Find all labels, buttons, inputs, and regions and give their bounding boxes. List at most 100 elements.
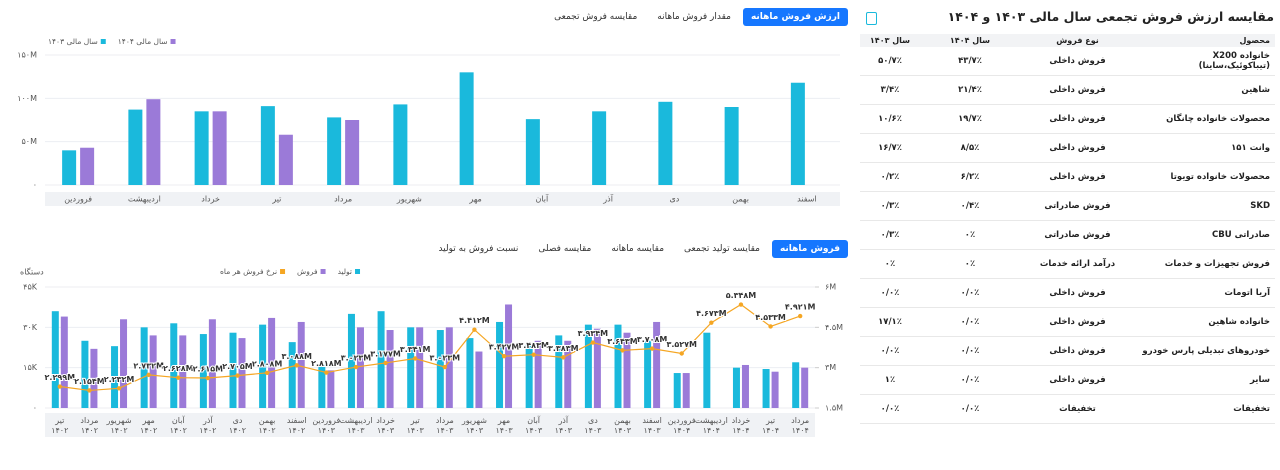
bar bbox=[318, 364, 326, 408]
y2-tick-label: ۱.۵M bbox=[825, 404, 843, 413]
sales-table: محصول نوع فروش سال ۱۴۰۴ سال ۱۴۰۳ خانواده X20… bbox=[860, 34, 1275, 424]
x-tick-label: خرداد ۱۴۰۳ bbox=[376, 416, 395, 435]
x-tick-label: خرداد ۱۴۰۴ bbox=[732, 416, 751, 435]
column-header: محصول bbox=[1135, 34, 1275, 47]
x-tick-label-line: مهر bbox=[497, 416, 510, 425]
table-row: آریا اتومات فروش داخلی ۰/۰٪ ۰/۰٪ bbox=[860, 278, 1275, 308]
x-tick-label-line: تیر bbox=[765, 416, 775, 425]
x-tick-label: بهمن ۱۴۰۳ bbox=[614, 416, 632, 435]
x-tick-label: دی ۱۴۰۳ bbox=[584, 416, 602, 435]
x-tick-label: اسفند ۱۴۰۳ bbox=[642, 416, 662, 435]
data-label: ۲.۷۳۲M bbox=[133, 361, 164, 370]
tab[interactable]: ارزش فروش ماهانه bbox=[742, 8, 848, 26]
bar bbox=[525, 344, 533, 408]
table-cell: وانت ۱۵۱ bbox=[1135, 133, 1275, 163]
bar bbox=[393, 104, 408, 185]
legend-label: تولید bbox=[338, 267, 352, 276]
tab[interactable]: مقایسه تولید تجمعی bbox=[684, 244, 760, 254]
x-axis-band bbox=[45, 413, 815, 437]
tab[interactable]: مقایسه فروش تجمعی bbox=[554, 12, 638, 22]
bar bbox=[229, 332, 237, 408]
data-label: ۳.۳۴۱M bbox=[400, 345, 431, 354]
tab[interactable]: مقایسه فصلی bbox=[538, 244, 592, 254]
x-tick-label-line: ۱۴۰۲ bbox=[170, 426, 187, 435]
x-tick-label: شهریور bbox=[396, 195, 422, 204]
bar bbox=[771, 371, 779, 408]
table-cell: خانواده X200 (تیباکوئیک،ساینا) bbox=[1135, 47, 1275, 76]
y-tick-label: ۰ bbox=[33, 181, 37, 190]
data-label: ۲.۷۰۵M bbox=[222, 362, 253, 371]
y-axis-label: دستگاه bbox=[20, 267, 44, 277]
x-tick-label: فروردین ۱۴۰۴ bbox=[668, 416, 696, 435]
table-cell: ۱۷/۱٪ bbox=[860, 307, 920, 337]
table-cell: فروش داخلی bbox=[1020, 104, 1135, 134]
x-tick-label-line: ۱۴۰۳ bbox=[347, 426, 365, 435]
data-label: ۲.۱۵۴M bbox=[74, 377, 105, 386]
x-tick-label: آذر ۱۴۰۳ bbox=[555, 415, 573, 435]
bar bbox=[564, 340, 572, 408]
x-tick-label-line: فروردین bbox=[668, 416, 696, 425]
bottom-tabs: فروش ماهانه مقایسه تولید تجمعی مقایسه ماها… bbox=[430, 240, 848, 258]
bar bbox=[762, 369, 770, 408]
bar bbox=[120, 319, 128, 408]
table-row: سایر فروش داخلی ۰/۰٪ ۱٪ bbox=[860, 365, 1275, 395]
x-tick-label-line: آبان bbox=[172, 415, 186, 425]
bar bbox=[593, 328, 601, 408]
data-label: ۳.۹۳۴M bbox=[578, 329, 609, 338]
table-cell: ۰/۰٪ bbox=[920, 365, 1020, 395]
legend-swatch bbox=[170, 39, 176, 44]
bar bbox=[592, 111, 607, 185]
bar bbox=[208, 319, 216, 408]
line-point bbox=[87, 388, 92, 393]
data-label: ۴.۵۳۳M bbox=[755, 313, 786, 322]
data-label: ۳.۳۸۳M bbox=[548, 344, 579, 353]
bar bbox=[555, 335, 563, 408]
x-tick-label-line: ۱۴۰۳ bbox=[377, 426, 395, 435]
bar bbox=[140, 327, 148, 408]
table-cell: ۲۱/۴٪ bbox=[920, 75, 1020, 105]
bar bbox=[475, 351, 483, 408]
table-cell: ۸/۵٪ bbox=[920, 133, 1020, 163]
bar bbox=[149, 335, 157, 408]
x-tick-label-line: ۱۴۰۳ bbox=[318, 426, 336, 435]
x-tick-label: اردیبهشت ۱۴۰۳ bbox=[339, 416, 372, 435]
export-icon[interactable] bbox=[866, 12, 877, 25]
bar bbox=[212, 111, 227, 185]
tab[interactable]: فروش ماهانه bbox=[771, 240, 848, 258]
tab[interactable]: نسبت فروش به تولید bbox=[438, 244, 519, 254]
x-tick-label-line: مرداد bbox=[80, 416, 98, 425]
bar bbox=[377, 311, 385, 408]
table-cell: سایر bbox=[1135, 365, 1275, 395]
line-point bbox=[294, 363, 299, 368]
x-tick-label: آبان bbox=[535, 194, 549, 204]
line-point bbox=[324, 370, 329, 375]
table-cell: محصولات خانواده تویوتا bbox=[1135, 162, 1275, 192]
bar bbox=[534, 340, 542, 408]
table-cell: فروش صادراتی bbox=[1020, 191, 1135, 221]
bar bbox=[614, 324, 622, 408]
table-cell: ۰/۰٪ bbox=[860, 394, 920, 424]
column-header[interactable]: سال ۱۴۰۴ bbox=[920, 34, 1020, 47]
tab[interactable]: مقایسه ماهانه bbox=[611, 244, 665, 254]
bar bbox=[673, 373, 681, 408]
data-label: ۲.۲۹۹M bbox=[45, 373, 76, 382]
legend-label: نرخ فروش هر ماه bbox=[220, 267, 277, 276]
x-tick-label: مهر ۱۴۰۲ bbox=[140, 416, 157, 435]
x-tick-label-line: خرداد bbox=[376, 416, 395, 425]
table-cell: ۱۹/۷٪ bbox=[920, 104, 1020, 134]
x-tick-label: مرداد ۱۴۰۳ bbox=[436, 416, 454, 435]
line-point bbox=[146, 372, 151, 378]
tab[interactable]: مقدار فروش ماهانه bbox=[657, 12, 731, 22]
line-point bbox=[412, 356, 418, 361]
table-cell: فروش داخلی bbox=[1020, 162, 1135, 192]
x-tick-label-line: شهریور bbox=[106, 416, 132, 425]
bar bbox=[459, 72, 474, 185]
table-cell: ۰٪ bbox=[920, 249, 1020, 279]
x-tick-label-line: مرداد bbox=[791, 416, 809, 425]
bar bbox=[623, 332, 631, 408]
data-label: ۲.۸۱۸M bbox=[311, 359, 342, 368]
data-label: ۳.۵۲۷M bbox=[666, 340, 697, 349]
legend-label: فروش bbox=[297, 267, 318, 276]
line-point bbox=[353, 364, 359, 370]
